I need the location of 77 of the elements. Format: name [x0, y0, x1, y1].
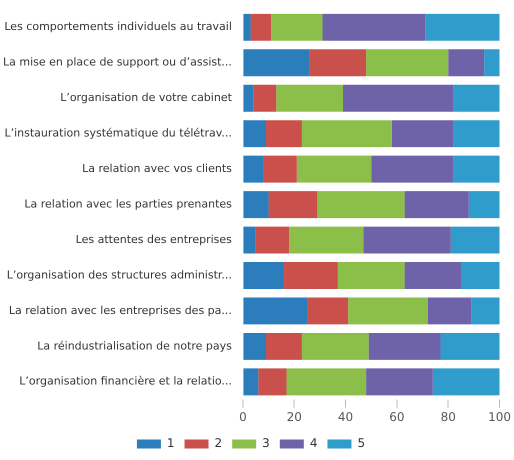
bar — [302, 120, 392, 148]
bar — [440, 332, 500, 360]
y-tick-label: L’instauration systématique du télétrav... — [4, 126, 232, 140]
bar — [263, 156, 297, 183]
bar — [448, 49, 484, 76]
bar — [243, 368, 258, 396]
x-tick-label: 40 — [338, 410, 354, 424]
bar — [266, 332, 302, 360]
bar — [250, 14, 272, 41]
y-tick-label: La réindustrialisation de notre pays — [37, 339, 232, 352]
bar — [243, 332, 266, 360]
bar — [243, 120, 266, 148]
bar — [268, 191, 318, 218]
bar — [284, 262, 338, 289]
bar — [243, 14, 251, 41]
x-tick-label: 100 — [488, 410, 511, 424]
bar — [342, 84, 454, 112]
y-tick-label: La mise en place de support ou d’assist... — [3, 56, 232, 69]
x-tick-label: 60 — [389, 410, 405, 424]
bar — [425, 14, 500, 41]
bar — [450, 226, 500, 254]
y-tick-label: La relation avec les parties prenantes — [24, 197, 232, 210]
bar — [371, 156, 454, 183]
bar — [404, 191, 469, 218]
y-tick-label: Les comportements individuels au travail — [4, 20, 232, 34]
bar — [289, 226, 364, 254]
bar — [243, 297, 308, 324]
legend-label: 2 — [214, 436, 222, 450]
bar — [243, 156, 264, 183]
y-tick-label: Les attentes des entreprises — [76, 232, 232, 246]
bar — [338, 262, 405, 289]
bar — [302, 332, 369, 360]
legend-label: 5 — [357, 436, 366, 450]
legend-label: 1 — [166, 436, 175, 450]
bar — [404, 262, 462, 289]
bar — [392, 120, 454, 148]
bar — [243, 84, 254, 112]
y-tick-label: L’organisation de votre cabinet — [60, 91, 233, 104]
bar — [258, 368, 287, 396]
y-tick-label: La relation avec vos clients — [82, 162, 232, 176]
y-tick-label: L’organisation financière et la relatio... — [19, 374, 232, 388]
legend-label: 4 — [310, 436, 318, 450]
bar — [243, 49, 310, 76]
bar — [322, 14, 426, 41]
bar — [366, 49, 448, 76]
x-tick-label: 20 — [286, 410, 302, 424]
bar — [432, 368, 500, 396]
bar — [256, 226, 290, 254]
y-tick-label: La relation avec les entreprises des pa... — [8, 304, 232, 317]
bar — [461, 262, 500, 289]
bar — [484, 49, 500, 76]
bar — [271, 14, 322, 41]
bar — [453, 84, 500, 112]
bar — [317, 191, 405, 218]
x-tick-label: 0 — [239, 410, 247, 424]
legend-label: 3 — [262, 436, 270, 450]
bar — [286, 368, 366, 396]
bar — [364, 226, 451, 254]
bar — [468, 191, 500, 218]
bar — [243, 262, 284, 289]
bar — [453, 156, 500, 183]
bar — [471, 297, 500, 324]
x-tick-label: 80 — [440, 410, 456, 424]
bar — [307, 297, 348, 324]
bar — [366, 368, 433, 396]
bar — [428, 297, 472, 324]
bar — [310, 49, 366, 76]
y-tick-label: L’organisation des structures administr... — [6, 268, 232, 282]
bar — [243, 226, 256, 254]
bar — [243, 191, 269, 218]
bar — [453, 120, 500, 148]
bar — [266, 120, 302, 148]
bar — [296, 156, 372, 183]
bar — [368, 332, 441, 360]
bar — [253, 84, 276, 112]
bar — [276, 84, 343, 112]
bar — [348, 297, 428, 324]
